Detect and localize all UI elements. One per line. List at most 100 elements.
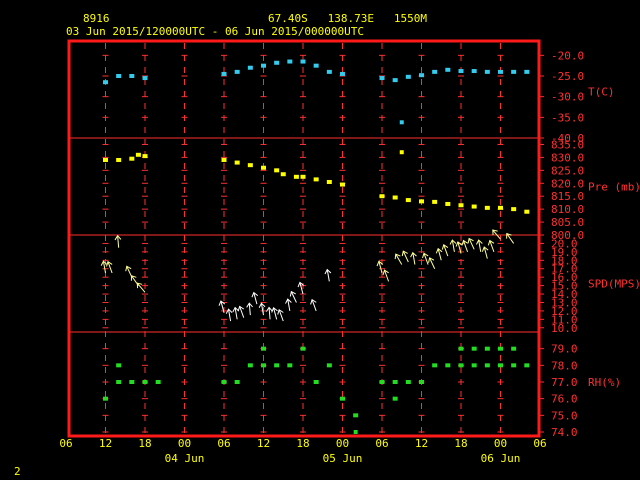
wind-arrow xyxy=(492,229,501,240)
pres-point xyxy=(340,182,345,187)
wind-arrow-shaft xyxy=(423,253,429,265)
wind-arrow xyxy=(218,300,226,313)
rh-point xyxy=(445,363,451,368)
wind-arrow-shaft xyxy=(378,261,383,274)
wind-arrow xyxy=(461,239,469,253)
wind-arrow xyxy=(271,306,278,320)
rh-point xyxy=(300,346,306,351)
wind-arrow-shaft xyxy=(463,240,469,253)
rh-point xyxy=(261,363,266,368)
wind-arrow-shaft xyxy=(268,307,271,320)
rh-point xyxy=(432,363,438,368)
y-tick-label: 835.0 xyxy=(551,138,584,151)
wind-arrow-shaft xyxy=(478,239,482,252)
y-tick-label: 19.0 xyxy=(551,246,578,259)
temp-point xyxy=(471,69,477,74)
panel-ylabel: T(C) xyxy=(588,86,615,99)
pres-point xyxy=(261,165,266,170)
wind-arrow-shaft xyxy=(290,291,297,303)
wind-arrow-head xyxy=(265,306,273,312)
wind-arrow-shaft xyxy=(239,306,245,318)
x-tick-label: 00 xyxy=(178,437,191,450)
y-tick-label: -30.0 xyxy=(551,91,584,104)
wind-arrow-shaft xyxy=(506,233,515,244)
wind-arrow-head xyxy=(271,306,278,313)
x-day-label: 04 Jun xyxy=(165,452,205,465)
x-tick-label: 18 xyxy=(454,437,467,450)
x-day-label: 05 Jun xyxy=(323,452,363,465)
panel-temp: -20.0 -25.0 -30.0 -35.0 -40.0 T(C) xyxy=(102,49,615,145)
rh-point xyxy=(287,363,293,368)
wind-arrow xyxy=(246,302,253,316)
temp-point xyxy=(419,73,424,78)
y-tick-label: -40.0 xyxy=(551,132,584,145)
rh-point xyxy=(129,380,135,384)
wind-arrow xyxy=(382,269,390,282)
pres-point xyxy=(498,205,503,210)
temp-point xyxy=(432,69,438,74)
wind-arrow-shaft xyxy=(384,269,390,282)
rh-point xyxy=(142,380,148,384)
temp-point xyxy=(234,69,240,74)
wind-arrow-head xyxy=(237,305,245,312)
wind-arrow-shaft xyxy=(136,282,146,293)
y-tick-label: 820.0 xyxy=(551,177,584,190)
temp-point xyxy=(313,63,319,68)
wind-arrow xyxy=(394,253,403,265)
wind-arrow-head xyxy=(455,241,463,247)
wind-arrow xyxy=(475,239,483,252)
x-tick-label: 06 xyxy=(217,437,230,450)
y-tick-label: 12.0 xyxy=(551,305,578,318)
pres-point xyxy=(524,209,530,214)
x-tick-label: 12 xyxy=(99,437,112,450)
wind-arrow-head xyxy=(394,253,401,260)
pres-point xyxy=(326,179,332,184)
x-axis: 06 12 18 00 06 12 18 00 06 12 18 00 06 04 Jun 05 Jun 06… xyxy=(59,437,546,465)
temp-point xyxy=(392,78,398,83)
wind-arrow xyxy=(100,260,108,274)
wind-arrow-head xyxy=(251,291,259,298)
wind-arrow-shaft xyxy=(326,269,330,282)
y-tick-label: 17.0 xyxy=(551,263,578,276)
wind-arrow-head xyxy=(277,308,284,315)
y-tick-label: -20.0 xyxy=(551,49,584,62)
wind-arrow xyxy=(265,306,273,320)
temp-point xyxy=(116,74,122,78)
y-tick-label: 11.0 xyxy=(551,313,578,326)
wind-arrow-shaft xyxy=(443,244,449,257)
wind-arrow-head xyxy=(475,239,483,245)
wind-arrow-shaft xyxy=(402,250,409,263)
wind-arrow-head xyxy=(232,306,240,313)
pres-point xyxy=(234,160,240,165)
x-tick-label: 18 xyxy=(296,437,309,450)
rh-outlier-point xyxy=(353,430,358,434)
x-tick-label: 00 xyxy=(336,437,349,450)
temp-point xyxy=(484,69,490,74)
wind-arrow xyxy=(289,290,297,303)
temp-point xyxy=(300,59,306,64)
wind-arrow-head xyxy=(125,265,132,272)
rh-point xyxy=(261,346,266,351)
y-tick-label: 74.0 xyxy=(551,426,578,439)
vertical-grid xyxy=(105,43,501,434)
pres-point xyxy=(293,174,299,179)
wind-arrow-shaft xyxy=(489,240,495,253)
wind-arrow-head xyxy=(401,250,408,257)
temp-point xyxy=(103,80,108,85)
pres-point xyxy=(103,157,108,162)
wind-arrow-head xyxy=(422,252,429,259)
wind-arrow xyxy=(428,257,436,269)
rh-point xyxy=(511,363,517,368)
rh-point xyxy=(392,380,398,384)
rh-point xyxy=(484,363,490,368)
x-tick-label: 06 xyxy=(59,437,72,450)
rh-point xyxy=(524,363,530,368)
wind-arrow-head xyxy=(225,308,233,314)
rh-point xyxy=(155,380,161,384)
wind-arrow-head xyxy=(382,269,389,276)
x-tick-label: 06 xyxy=(375,437,388,450)
rh-point xyxy=(471,363,477,368)
rh-point xyxy=(313,380,319,384)
y-tick-label: 15.0 xyxy=(551,280,578,293)
